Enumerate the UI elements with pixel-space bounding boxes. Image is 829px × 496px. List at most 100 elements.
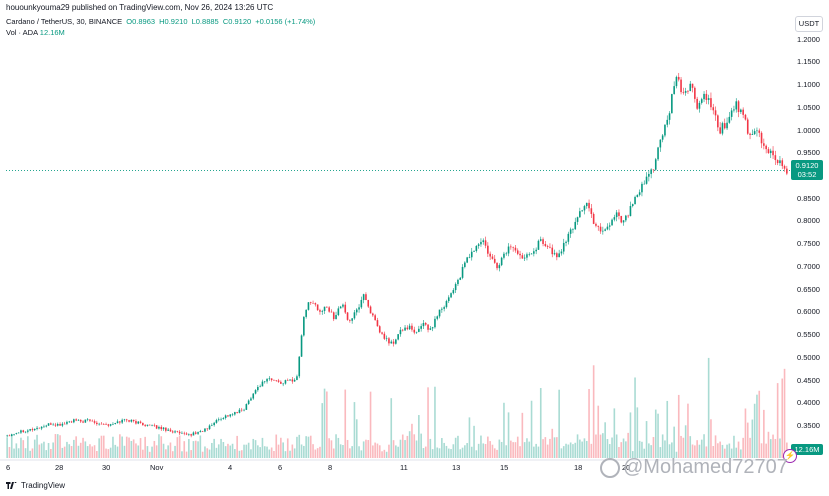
watermark-logo-icon xyxy=(600,457,620,478)
candle-body xyxy=(282,383,284,385)
candle-body xyxy=(91,420,94,422)
volume-bar xyxy=(282,442,284,458)
y-tick-label: 0.5500 xyxy=(797,330,820,340)
candle-body xyxy=(321,310,324,312)
volume-bar xyxy=(84,441,87,458)
volume-bar xyxy=(450,449,452,458)
candle-body xyxy=(342,304,344,307)
volume-bar xyxy=(116,446,119,458)
candle-body xyxy=(75,419,77,421)
candle-body xyxy=(466,257,468,263)
candle-body xyxy=(176,431,179,432)
y-tick-label: 0.3500 xyxy=(797,421,820,431)
volume-bar xyxy=(135,443,137,458)
change-value: +0.0156 (+1.74%) xyxy=(255,17,316,26)
candle-body xyxy=(29,429,31,431)
currency-button[interactable]: USDT xyxy=(795,16,823,32)
candle-body xyxy=(514,247,517,251)
volume-bar xyxy=(500,441,503,458)
volume-bar xyxy=(351,446,353,458)
volume-bar xyxy=(415,440,418,458)
candle-body xyxy=(185,433,188,435)
volume-bar xyxy=(316,448,319,458)
candle-body xyxy=(13,433,15,435)
symbol-legend: Cardano / TetherUS, 30, BINANCE O0.8963 … xyxy=(6,17,317,26)
candle-body xyxy=(581,210,583,212)
candle-body xyxy=(652,169,655,171)
volume-bar xyxy=(107,449,110,458)
candle-body xyxy=(119,421,121,423)
volume-bar xyxy=(137,445,140,458)
volume-bar xyxy=(457,435,459,458)
x-tick-label: 18 xyxy=(574,463,583,472)
volume-bar xyxy=(307,436,310,458)
volume-bar xyxy=(581,441,583,458)
volume-bar xyxy=(305,436,307,458)
candle-body xyxy=(567,233,570,242)
volume-bar xyxy=(514,442,517,458)
volume-bar xyxy=(477,443,480,458)
volume-bar xyxy=(174,445,176,458)
volume-bar xyxy=(293,448,296,458)
volume-bar xyxy=(519,446,521,458)
volume-bar xyxy=(8,447,11,458)
lightning-icon[interactable]: ⚡ xyxy=(783,449,797,463)
volume-bar xyxy=(277,444,280,458)
candle-body xyxy=(457,279,459,285)
candle-body xyxy=(671,94,673,114)
candle-body xyxy=(583,206,586,211)
volume-value: 12.16M xyxy=(39,28,65,37)
candle-body xyxy=(447,297,450,302)
candle-body xyxy=(47,423,50,426)
volume-bar xyxy=(753,403,756,458)
volume-bar xyxy=(487,436,489,458)
candle-body xyxy=(296,376,298,380)
volume-bar xyxy=(114,444,117,458)
candle-body xyxy=(40,426,43,429)
volume-bar xyxy=(96,451,98,458)
candle-body xyxy=(714,110,717,116)
candle-body xyxy=(367,300,370,307)
volume-bar xyxy=(68,444,71,458)
candle-body xyxy=(505,253,508,255)
volume-bar xyxy=(572,444,574,458)
volume-bar xyxy=(36,434,38,458)
candle-body xyxy=(654,159,657,170)
volume-bar xyxy=(280,437,282,458)
y-tick-label: 0.4000 xyxy=(797,398,820,408)
volume-bar xyxy=(443,442,445,458)
candle-body xyxy=(314,303,317,305)
candle-body xyxy=(719,127,721,134)
candle-body xyxy=(77,419,80,421)
candle-body xyxy=(171,431,174,433)
x-tick-label: 8 xyxy=(328,463,333,472)
candle-body xyxy=(772,150,774,156)
volume-bar xyxy=(397,446,399,458)
candle-body xyxy=(337,308,340,316)
volume-bar xyxy=(689,436,692,458)
volume-bar xyxy=(567,444,570,458)
volume-bar xyxy=(733,435,735,458)
volume-bar xyxy=(661,434,664,458)
volume-bar xyxy=(549,438,551,458)
candle-body xyxy=(510,246,512,248)
volume-bar xyxy=(335,434,337,458)
footer-brand[interactable]: TradingView xyxy=(6,481,65,490)
y-tick-label: 0.4500 xyxy=(797,375,820,385)
candle-body xyxy=(59,424,61,426)
candle-body xyxy=(434,318,436,328)
volume-bar xyxy=(516,436,519,458)
candle-body xyxy=(493,258,496,263)
candle-body xyxy=(489,253,491,257)
candle-body xyxy=(335,315,337,320)
candle-body xyxy=(406,327,409,330)
candle-body xyxy=(162,427,165,430)
candle-body xyxy=(6,435,8,437)
candle-body xyxy=(236,412,238,413)
volume-bar xyxy=(385,451,388,458)
candle-body xyxy=(22,430,25,433)
candle-body xyxy=(608,225,611,227)
volume-bar xyxy=(66,441,68,458)
volume-bar xyxy=(756,394,758,458)
